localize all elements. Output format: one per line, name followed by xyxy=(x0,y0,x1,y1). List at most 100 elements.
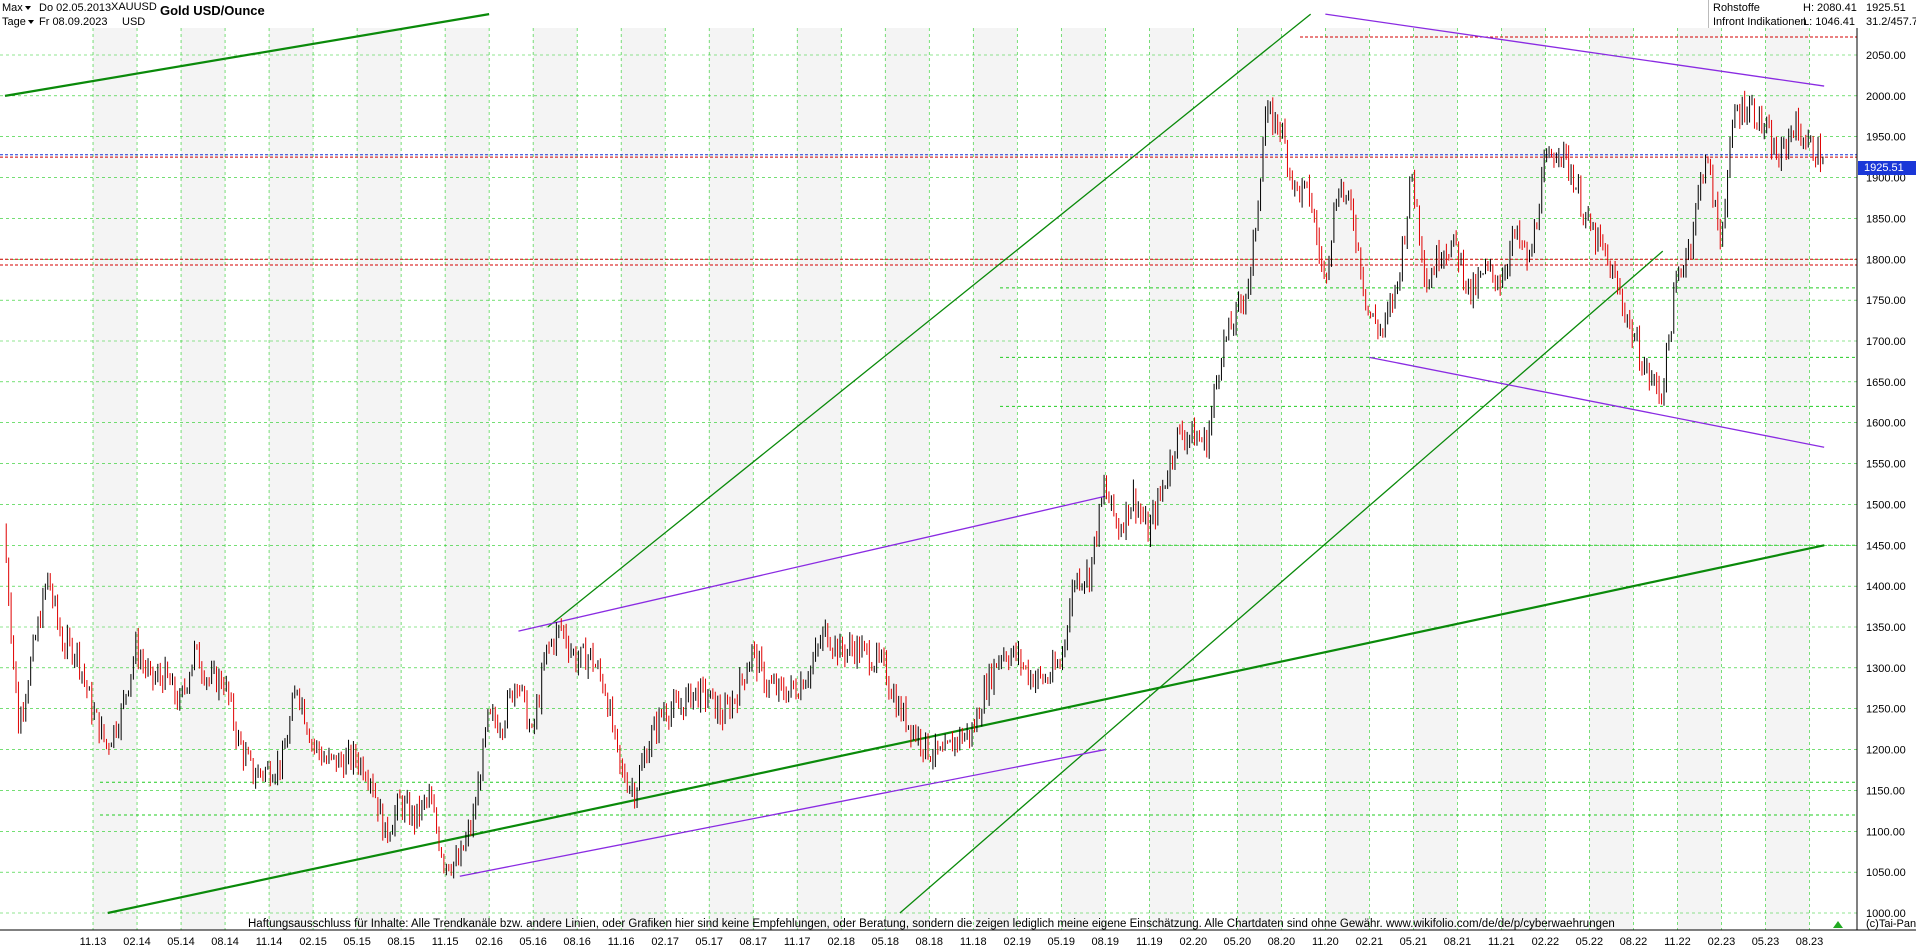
x-tick-label: 08.21 xyxy=(1444,936,1472,948)
grid-band xyxy=(269,28,314,930)
x-tick-label: 08.19 xyxy=(1092,936,1120,948)
grid-band xyxy=(1677,28,1722,930)
x-tick-label: 02.21 xyxy=(1356,936,1384,948)
y-tick-label: 1300.00 xyxy=(1866,663,1906,675)
y-tick-label: 1950.00 xyxy=(1866,132,1906,144)
chart-title: Gold USD/Ounce xyxy=(160,3,265,18)
last-price: 1925.51 xyxy=(1866,2,1906,14)
x-tick-label: 11.22 xyxy=(1664,936,1691,948)
x-tick-label: 08.20 xyxy=(1268,936,1296,948)
x-tick-label: 02.17 xyxy=(651,936,679,948)
chart-header: Max Tage Do 02.05.2013 Fr 08.09.2023 XAU… xyxy=(0,0,1916,30)
grid-band xyxy=(533,28,578,930)
low-value: L: 1046.41 xyxy=(1803,16,1855,28)
high-value: H: 2080.41 xyxy=(1803,2,1857,14)
grid-band xyxy=(621,28,666,930)
x-tick-label: 05.19 xyxy=(1048,936,1076,948)
range-ratio: 31.2/457.7 xyxy=(1866,16,1916,28)
y-tick-label: 1700.00 xyxy=(1866,336,1906,348)
x-tick-label: 05.21 xyxy=(1400,936,1428,948)
x-tick-label: 05.18 xyxy=(871,936,899,948)
category-label: Rohstoffe xyxy=(1713,2,1760,14)
range-selector[interactable]: Max xyxy=(2,2,31,14)
trendline-purple xyxy=(1325,13,1825,87)
y-tick-label: 1200.00 xyxy=(1866,745,1906,757)
x-tick-label: 05.14 xyxy=(167,936,195,948)
trendline-purple xyxy=(459,748,1106,877)
x-tick-label: 08.15 xyxy=(387,936,415,948)
x-tick-label: 02.15 xyxy=(299,936,327,948)
y-tick-label: 1050.00 xyxy=(1866,867,1906,879)
currency-label: USD xyxy=(122,16,146,28)
source-label: Infront Indikationen xyxy=(1713,16,1807,28)
grid-band xyxy=(445,28,490,930)
x-tick-label: 02.22 xyxy=(1532,936,1560,948)
grid-band xyxy=(1061,28,1106,930)
x-tick-label: 11.20 xyxy=(1312,936,1339,948)
y-tick-label: 2000.00 xyxy=(1866,91,1906,103)
x-tick-label: 05.22 xyxy=(1576,936,1604,948)
x-tick-label: 02.23 xyxy=(1708,936,1736,948)
trendline-green xyxy=(547,13,1312,628)
x-tick-label: 02.16 xyxy=(475,936,503,948)
y-tick-label: 1150.00 xyxy=(1866,785,1905,797)
x-tick-label: 11.13 xyxy=(80,936,107,948)
grid-band xyxy=(1765,28,1810,930)
y-tick-label: 2050.00 xyxy=(1866,50,1906,62)
x-tick-label: 08.16 xyxy=(563,936,591,948)
date-from: Do 02.05.2013 xyxy=(39,2,112,14)
scroll-arrow-icon[interactable] xyxy=(1833,921,1843,928)
x-tick-label: 08.22 xyxy=(1620,936,1648,948)
x-tick-label: 11.18 xyxy=(960,936,987,948)
grid-band xyxy=(1413,28,1458,930)
x-tick-label: 08.17 xyxy=(739,936,767,948)
x-tick-label: 11.17 xyxy=(784,936,811,948)
x-tick-label: 02.14 xyxy=(123,936,151,948)
header-divider xyxy=(1708,0,1709,28)
x-tick-label: 05.16 xyxy=(519,936,547,948)
x-tick-label: 05.20 xyxy=(1224,936,1252,948)
grid-band xyxy=(797,28,842,930)
copyright-credit: (c)Tai-Pan xyxy=(1866,918,1916,930)
x-tick-label: 02.19 xyxy=(1003,936,1031,948)
disclaimer-text: Haftungsausschluss für Inhalte: Alle Tre… xyxy=(248,918,1615,930)
x-tick-label: 11.19 xyxy=(1136,936,1163,948)
x-tick-label: 08.23 xyxy=(1796,936,1824,948)
x-tick-label: 11.21 xyxy=(1488,936,1515,948)
y-tick-label: 1400.00 xyxy=(1866,581,1906,593)
y-tick-label: 1450.00 xyxy=(1866,540,1906,552)
y-tick-label: 1250.00 xyxy=(1866,704,1906,716)
x-tick-label: 05.23 xyxy=(1752,936,1780,948)
x-tick-label: 02.18 xyxy=(827,936,855,948)
x-tick-label: 05.17 xyxy=(695,936,723,948)
grid-band xyxy=(181,28,226,930)
grid-band xyxy=(1149,28,1194,930)
y-tick-label: 1500.00 xyxy=(1866,499,1906,511)
trendline-green xyxy=(899,250,1664,914)
y-tick-label: 1850.00 xyxy=(1866,213,1906,225)
trendline-purple xyxy=(1369,356,1825,448)
grid-band xyxy=(93,28,138,930)
y-tick-label: 1750.00 xyxy=(1866,295,1906,307)
grid-band xyxy=(1589,28,1634,930)
grid-band xyxy=(1325,28,1370,930)
x-tick-label: 11.14 xyxy=(256,936,283,948)
x-tick-label: 11.15 xyxy=(432,936,459,948)
grid-band xyxy=(973,28,1018,930)
y-tick-label: 1650.00 xyxy=(1866,377,1906,389)
y-tick-label: 1800.00 xyxy=(1866,254,1906,266)
y-tick-label: 1600.00 xyxy=(1866,418,1906,430)
grid-band xyxy=(1501,28,1546,930)
interval-selector[interactable]: Tage xyxy=(2,16,34,28)
y-tick-label: 1550.00 xyxy=(1866,459,1906,471)
grid-band xyxy=(357,28,402,930)
grid-band xyxy=(885,28,930,930)
x-tick-label: 08.18 xyxy=(915,936,943,948)
current-price-badge: 1925.51 xyxy=(1858,161,1916,175)
y-tick-label: 1900.00 xyxy=(1866,173,1906,185)
y-tick-label: 1000.00 xyxy=(1866,908,1906,920)
x-tick-label: 11.16 xyxy=(608,936,635,948)
y-tick-label: 1100.00 xyxy=(1866,826,1905,838)
trendline-green xyxy=(4,13,490,97)
